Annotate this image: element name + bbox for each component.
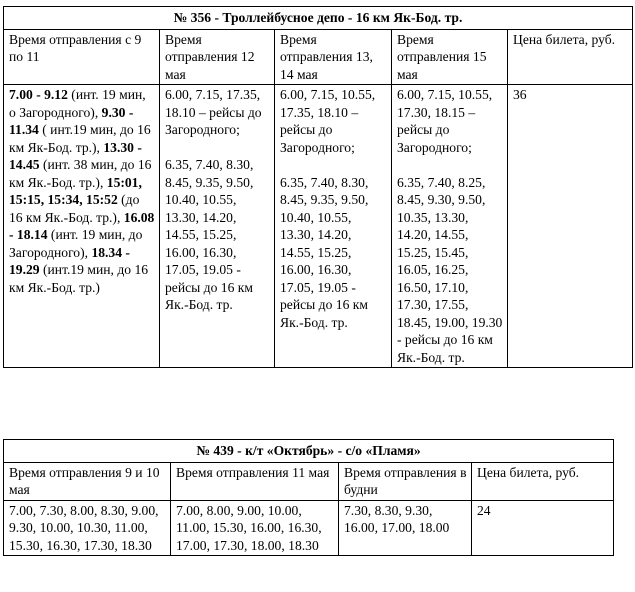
header-cell: Время отправления с 9 по 11 bbox=[3, 28, 160, 85]
time-range: 18.34 - 19.29 bbox=[9, 244, 130, 278]
header-cell: Цена билета, руб. bbox=[506, 28, 634, 85]
schedule-cell-11-may: 7.00, 8.00, 9.00, 10.00, 11.00, 15.30, 1… bbox=[170, 499, 339, 556]
time-range: 7.00 - 9.12 bbox=[9, 87, 68, 102]
ticket-price-cell: 24 bbox=[470, 499, 615, 556]
trips-to-zagorodny: 6.00, 7.15, 10.55, 17.30, 18.15 – рейсы … bbox=[397, 87, 493, 155]
header-cell: Время отправления 11 мая bbox=[170, 461, 339, 501]
time-range: 9.30 - 11.34 bbox=[9, 104, 134, 138]
trips-to-16km: 6.35, 7.40, 8.25, 8.45, 9.30, 9.50, 10.3… bbox=[397, 174, 503, 365]
schedule-cell-9-10-may: 7.00, 7.30, 8.00, 8.30, 9.00, 9.30, 10.0… bbox=[3, 499, 171, 556]
trips-to-16km: 6.35, 7.40, 8.30, 8.45, 9.35, 9.50, 10.4… bbox=[165, 157, 254, 312]
header-cell: Время отправления 15 мая bbox=[391, 28, 508, 85]
header-cell: Время отправления 9 и 10 мая bbox=[3, 461, 171, 501]
time-note: (до 16 км Як.-Бод. тр.), bbox=[9, 192, 140, 225]
time-note: ( инт.19 мин, до 16 км Як-Бод. тр.), bbox=[9, 122, 151, 155]
schedule-cell-15-may: 6.00, 7.15, 10.55, 17.30, 18.15 – рейсы … bbox=[391, 84, 508, 368]
schedule-cell-9-11: 7.00 - 9.12 (инт. 19 мин, о Загородного)… bbox=[3, 84, 160, 368]
trips-to-zagorodny: 6.00, 7.15, 10.55, 17.35, 18.10 – рейсы … bbox=[280, 87, 376, 155]
schedule-cell-12-may: 6.00, 7.15, 17.35, 18.10 – рейсы до Заго… bbox=[159, 84, 275, 368]
time-note: (инт. 19 мин, до Загородного), bbox=[9, 227, 143, 260]
ticket-price-cell: 36 bbox=[506, 84, 634, 368]
route-356-table: № 356 - Троллейбусное депо - 16 км Як-Бо… bbox=[2, 6, 634, 368]
header-cell: Время отправления в будни bbox=[338, 461, 472, 501]
trips-to-16km: 6.35, 7.40, 8.30, 8.45, 9.35, 9.50, 10.4… bbox=[280, 174, 369, 330]
header-cell: Цена билета, руб. bbox=[470, 461, 615, 501]
time-note: (инт. 38 мин, до 16 км Як.-Бод. тр.), bbox=[9, 157, 152, 190]
route-439-header-row: Время отправления 9 и 10 мая Время отпра… bbox=[3, 461, 615, 501]
time-note: (инт.19 мин, до 16 км Як.-Бод. тр.) bbox=[9, 262, 149, 295]
route-356-header-row: Время отправления с 9 по 11 Время отправ… bbox=[3, 28, 634, 85]
header-cell: Время отправления 12 мая bbox=[159, 28, 275, 85]
route-439-table: № 439 - к/т «Октябрь» - с/о «Пламя» Врем… bbox=[2, 439, 615, 556]
time-range: 16.08 - 18.14 bbox=[9, 209, 155, 243]
route-439-data-row: 7.00, 7.30, 8.00, 8.30, 9.00, 9.30, 10.0… bbox=[3, 499, 615, 556]
time-note: (инт. 19 мин, о Загородного), bbox=[9, 87, 146, 120]
time-range: 13.30 - 14.45 bbox=[9, 139, 142, 173]
route-356-data-row: 7.00 - 9.12 (инт. 19 мин, о Загородного)… bbox=[3, 84, 634, 368]
route-356-title: № 356 - Троллейбусное депо - 16 км Як-Бо… bbox=[2, 6, 634, 30]
trips-to-zagorodny: 6.00, 7.15, 17.35, 18.10 – рейсы до Заго… bbox=[165, 87, 262, 137]
schedule-cell-13-14-may: 6.00, 7.15, 10.55, 17.35, 18.10 – рейсы … bbox=[274, 84, 392, 368]
time-range: 15:01, 15:15, 15:34, 15:52 bbox=[9, 174, 142, 208]
header-cell: Время отправления 13, 14 мая bbox=[274, 28, 392, 85]
schedule-cell-weekdays: 7.30, 8.30, 9.30, 16.00, 17.00, 18.00 bbox=[338, 499, 472, 556]
route-439-title: № 439 - к/т «Октябрь» - с/о «Пламя» bbox=[2, 439, 615, 463]
